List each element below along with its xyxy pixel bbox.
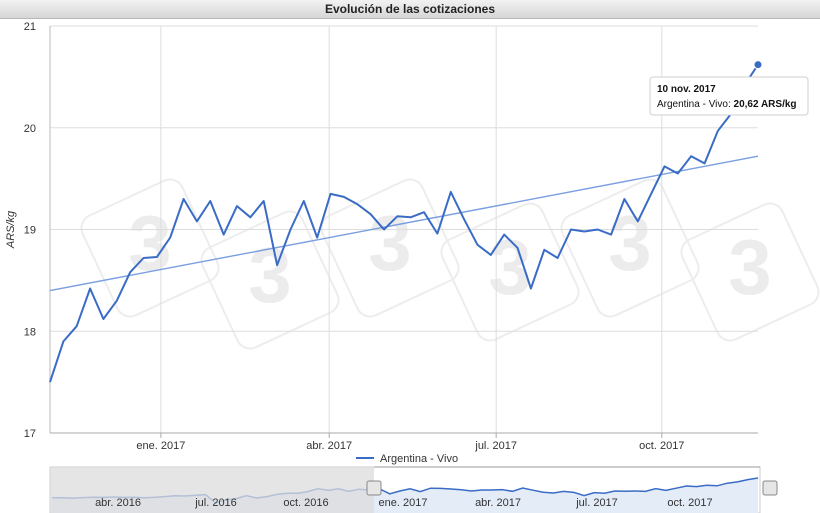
- y-tick-label: 18: [24, 326, 36, 338]
- watermark-tile: [560, 178, 700, 318]
- x-tick-label: ene. 2017: [136, 440, 185, 452]
- y-tick-label: 19: [24, 225, 36, 237]
- y-axis: 17 18 19 20 21 ARS/kg: [5, 21, 36, 440]
- chart-title: Evolución de las cotizaciones: [0, 0, 820, 19]
- watermark-tile: [680, 202, 820, 342]
- navigator-label: jul. 2017: [575, 497, 618, 509]
- y-tick-label: 20: [24, 123, 36, 135]
- legend[interactable]: Argentina - Vivo: [356, 453, 458, 465]
- tooltip-series-name: Argentina - Vivo:: [657, 99, 734, 110]
- tooltip-value-line: Argentina - Vivo: 20,62 ARS/kg: [657, 99, 797, 110]
- navigator-label: abr. 2016: [95, 497, 141, 509]
- watermark-tile: [80, 178, 220, 318]
- navigator-mask-left: [50, 467, 374, 513]
- navigator-label: oct. 2016: [283, 497, 328, 509]
- tooltip: 10 nov. 2017 Argentina - Vivo: 20,62 ARS/…: [649, 76, 809, 116]
- navigator[interactable]: abr. 2016 jul. 2016 oct. 2016 ene. 2017 abr.…: [49, 466, 778, 513]
- x-tick-label: oct. 2017: [639, 440, 684, 452]
- watermark-logo: 3: [488, 223, 531, 311]
- navigator-label: jul. 2016: [194, 497, 237, 509]
- navigator-label: ene. 2017: [379, 497, 428, 509]
- series-layer: [49, 60, 763, 383]
- navigator-handle-right[interactable]: [762, 480, 778, 496]
- x-tick-label: jul. 2017: [474, 440, 517, 452]
- watermark-logo: 3: [608, 199, 651, 287]
- watermark-tile: [200, 210, 340, 350]
- y-tick-label: 17: [24, 428, 36, 440]
- watermark-logo: 3: [128, 199, 171, 287]
- navigator-handle-left[interactable]: [366, 480, 382, 496]
- trend-line: [49, 155, 759, 292]
- series-line-argentina-vivo: [49, 64, 759, 383]
- watermark-logo: 3: [368, 199, 411, 287]
- series-point-highlighted[interactable]: [753, 60, 763, 70]
- x-tick-label: abr. 2017: [306, 440, 352, 452]
- legend-label: Argentina - Vivo: [380, 453, 458, 465]
- watermark-tile: [440, 202, 580, 342]
- x-axis: ene. 2017 abr. 2017 jul. 2017 oct. 2017: [50, 432, 758, 452]
- y-axis-title: ARS/kg: [5, 210, 17, 249]
- tooltip-value: 20,62 ARS/kg: [734, 99, 797, 110]
- y-tick-label: 21: [24, 21, 36, 33]
- watermark-logo: 3: [728, 223, 771, 311]
- navigator-label: oct. 2017: [667, 497, 712, 509]
- navigator-label: abr. 2017: [475, 497, 521, 509]
- tooltip-box: [649, 76, 809, 116]
- tooltip-date: 10 nov. 2017: [657, 84, 716, 95]
